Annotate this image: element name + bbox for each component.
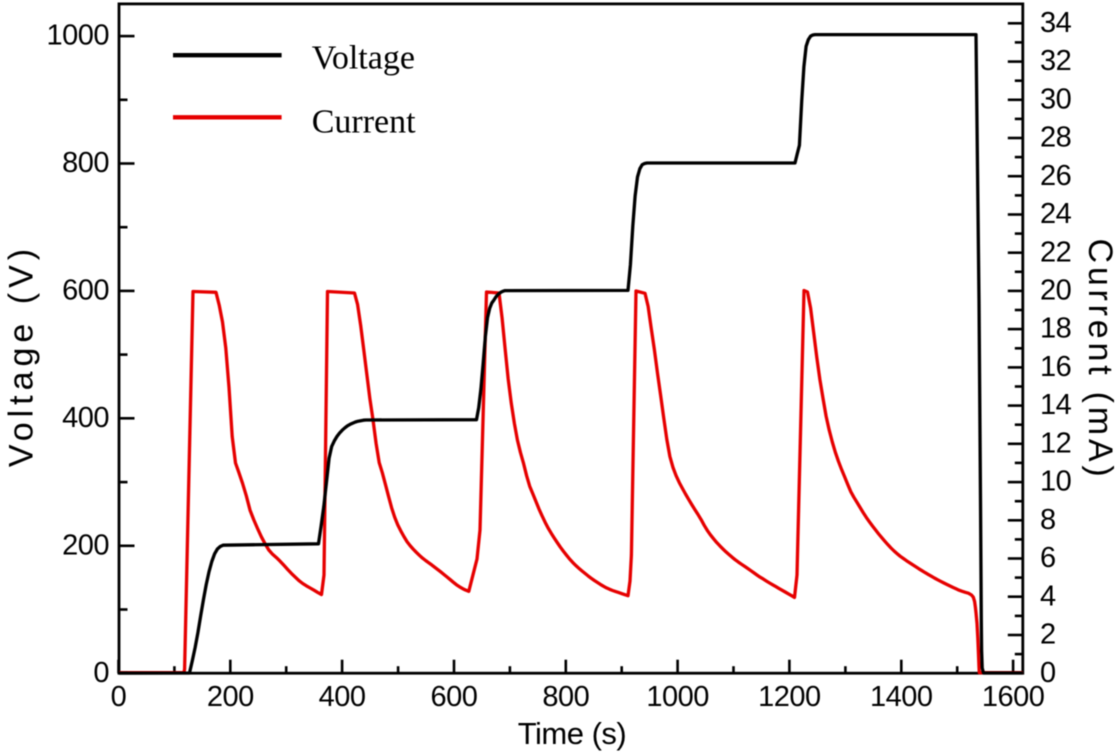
svg-text:30: 30 bbox=[1040, 83, 1071, 115]
svg-text:32: 32 bbox=[1040, 45, 1071, 77]
svg-text:16: 16 bbox=[1040, 351, 1071, 383]
svg-text:0: 0 bbox=[93, 657, 109, 689]
svg-text:1400: 1400 bbox=[870, 681, 933, 713]
svg-text:200: 200 bbox=[207, 681, 254, 713]
svg-text:1600: 1600 bbox=[982, 681, 1045, 713]
svg-text:34: 34 bbox=[1040, 7, 1072, 39]
svg-text:Current: Current bbox=[312, 104, 416, 141]
svg-text:0: 0 bbox=[111, 681, 127, 713]
svg-text:Time (s): Time (s) bbox=[518, 716, 627, 751]
svg-text:800: 800 bbox=[62, 147, 109, 179]
svg-text:18: 18 bbox=[1040, 313, 1071, 345]
svg-text:1000: 1000 bbox=[46, 20, 109, 52]
svg-text:0: 0 bbox=[1040, 657, 1056, 689]
svg-text:2: 2 bbox=[1040, 619, 1056, 651]
svg-text:8: 8 bbox=[1040, 504, 1056, 536]
svg-text:400: 400 bbox=[319, 681, 366, 713]
svg-text:12: 12 bbox=[1040, 427, 1071, 459]
svg-text:Current (mA): Current (mA) bbox=[1081, 238, 1118, 480]
svg-text:24: 24 bbox=[1040, 198, 1072, 230]
svg-text:1200: 1200 bbox=[758, 681, 821, 713]
svg-text:Voltage: Voltage bbox=[312, 39, 415, 76]
svg-text:400: 400 bbox=[62, 402, 109, 434]
svg-text:14: 14 bbox=[1040, 389, 1072, 421]
svg-text:800: 800 bbox=[542, 681, 589, 713]
svg-text:10: 10 bbox=[1040, 466, 1071, 498]
svg-text:1000: 1000 bbox=[646, 681, 709, 713]
svg-text:26: 26 bbox=[1040, 160, 1071, 192]
svg-text:22: 22 bbox=[1040, 236, 1071, 268]
svg-text:20: 20 bbox=[1040, 275, 1071, 307]
svg-text:28: 28 bbox=[1040, 122, 1071, 154]
svg-text:600: 600 bbox=[62, 275, 109, 307]
svg-text:200: 200 bbox=[62, 529, 109, 561]
svg-text:Voltage (V): Voltage (V) bbox=[3, 244, 41, 467]
svg-text:600: 600 bbox=[431, 681, 478, 713]
svg-text:6: 6 bbox=[1040, 542, 1056, 574]
svg-text:4: 4 bbox=[1040, 580, 1056, 612]
